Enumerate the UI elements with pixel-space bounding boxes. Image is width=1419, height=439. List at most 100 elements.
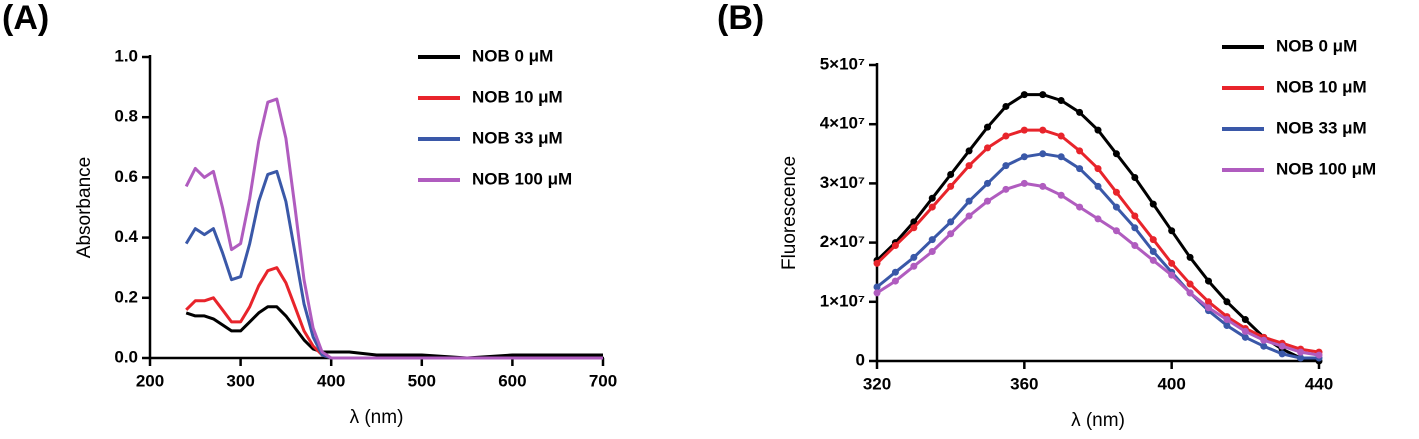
data-point	[1039, 91, 1047, 99]
data-point	[984, 144, 991, 152]
data-point	[1131, 212, 1139, 220]
data-point	[1112, 188, 1120, 196]
data-point	[1168, 227, 1176, 235]
data-point	[1076, 203, 1084, 211]
data-point	[965, 147, 973, 155]
data-point	[910, 262, 918, 270]
y-tick-label: 1×10⁷	[820, 291, 865, 310]
data-point	[1241, 327, 1249, 335]
data-point	[1297, 354, 1305, 362]
y-tick-label: 0.8	[114, 107, 138, 126]
legend-label: NOB 10 μM	[1276, 77, 1367, 96]
data-point	[947, 171, 955, 179]
y-tick-label: 1.0	[114, 46, 138, 65]
data-point	[1168, 259, 1176, 267]
data-point	[1131, 242, 1139, 250]
data-point	[965, 162, 973, 170]
legend-label: NOB 0 μM	[1276, 36, 1357, 55]
data-point	[873, 283, 881, 291]
data-point	[873, 289, 881, 297]
data-point	[1131, 224, 1139, 232]
x-axis-title: λ (nm)	[350, 407, 404, 428]
data-point	[1149, 256, 1157, 264]
data-point	[947, 230, 955, 238]
legend-label: NOB 100 μM	[472, 169, 572, 188]
series-line	[876, 181, 1320, 357]
data-point	[1260, 336, 1268, 344]
data-point	[1205, 304, 1212, 312]
data-point	[928, 236, 936, 244]
data-point	[1020, 126, 1028, 134]
panel-label: (B)	[717, 0, 764, 37]
data-point	[1112, 203, 1120, 211]
data-point	[1020, 153, 1028, 161]
data-point	[1002, 185, 1010, 193]
y-tick-label: 3×10⁷	[820, 173, 865, 192]
data-point	[984, 197, 991, 205]
data-point	[1168, 271, 1176, 279]
data-point	[1186, 280, 1194, 288]
panel-label: (A)	[2, 0, 49, 37]
data-point	[891, 242, 899, 250]
x-tick-label: 200	[136, 371, 164, 390]
series-line	[185, 305, 603, 360]
data-point	[1039, 182, 1047, 190]
data-point	[1002, 102, 1010, 110]
y-tick-label: 0.6	[114, 167, 138, 186]
data-point	[984, 123, 991, 131]
data-point	[1039, 126, 1047, 134]
data-point	[1223, 321, 1231, 329]
x-tick-label: 500	[408, 371, 436, 390]
data-point	[910, 224, 918, 232]
x-tick-label: 700	[589, 371, 617, 390]
data-point	[1241, 333, 1249, 341]
legend-label: NOB 10 μM	[472, 87, 563, 106]
data-point	[984, 179, 991, 187]
data-point	[1223, 316, 1231, 324]
data-point	[1186, 253, 1194, 261]
x-tick-label: 400	[317, 371, 345, 390]
data-point	[1020, 91, 1028, 99]
data-point	[873, 259, 881, 267]
data-point	[1020, 179, 1028, 187]
y-axis-title: Absorbance	[74, 157, 95, 258]
data-point	[1131, 173, 1139, 181]
y-tick-label: 5×10⁷	[820, 54, 865, 73]
legend-label: NOB 100 μM	[1276, 159, 1376, 178]
series-line	[185, 266, 603, 360]
data-point	[1076, 165, 1084, 173]
data-point	[1241, 316, 1249, 324]
y-tick-label: 4×10⁷	[820, 114, 865, 133]
data-point	[1205, 277, 1212, 285]
y-tick-label: 0.4	[114, 227, 138, 246]
data-point	[1094, 182, 1102, 190]
legend-label: NOB 0 μM	[472, 46, 553, 65]
data-point	[1186, 289, 1194, 297]
data-point	[1260, 342, 1268, 350]
data-point	[928, 203, 936, 211]
data-point	[910, 253, 918, 261]
data-point	[1278, 342, 1286, 350]
legend-label: NOB 33 μM	[472, 128, 563, 147]
data-point	[1149, 236, 1157, 244]
data-point	[1057, 132, 1065, 140]
data-point	[1297, 348, 1305, 356]
data-point	[1112, 150, 1120, 158]
series-line	[184, 97, 603, 360]
data-point	[1076, 108, 1084, 116]
data-point	[1094, 215, 1102, 223]
data-point	[1002, 132, 1010, 140]
x-axis-title: λ (nm)	[1071, 410, 1125, 431]
x-tick-label: 300	[226, 371, 254, 390]
data-point	[1149, 200, 1157, 208]
x-tick-label: 440	[1305, 374, 1333, 393]
data-point	[928, 194, 936, 202]
data-point	[891, 268, 899, 276]
x-tick-label: 320	[863, 374, 891, 393]
data-point	[1057, 153, 1065, 161]
data-point	[1057, 97, 1065, 105]
x-tick-label: 600	[498, 371, 526, 390]
data-point	[1094, 165, 1102, 173]
data-point	[1278, 350, 1286, 358]
y-tick-label: 0	[856, 350, 865, 369]
